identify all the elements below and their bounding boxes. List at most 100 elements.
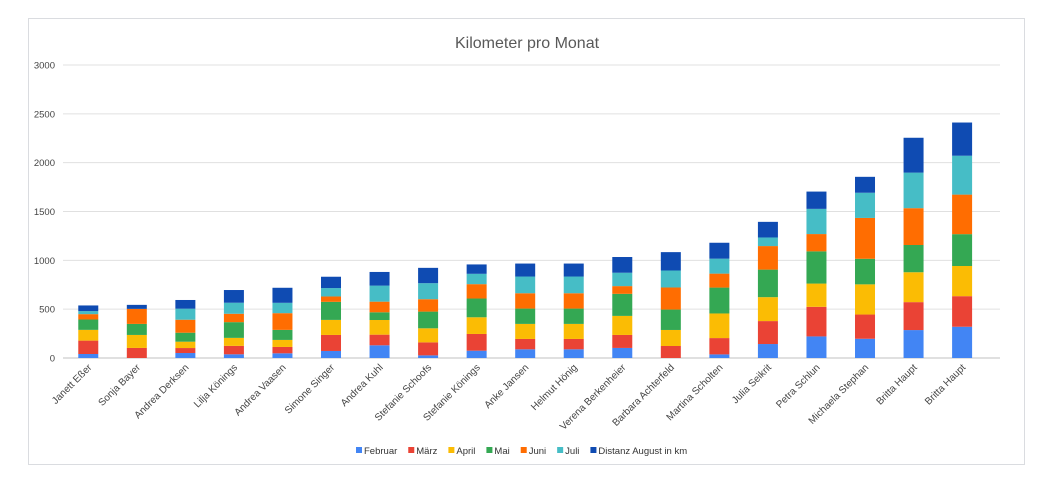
bar-segment-märz xyxy=(757,321,778,345)
bar-segment-juni xyxy=(223,313,244,323)
bar-segment-mai xyxy=(369,312,390,321)
bar-segment-februar xyxy=(855,338,876,358)
bar-segment-mai xyxy=(515,308,536,324)
bar-segment-distanz-august-in-km xyxy=(223,290,244,303)
bar-segment-juni xyxy=(563,293,584,309)
bar-segment-märz xyxy=(855,314,876,339)
x-tick-label: Anke Jansen xyxy=(483,362,532,411)
bar-segment-februar xyxy=(369,345,390,358)
bar-segment-april xyxy=(175,341,196,349)
bar-segment-april xyxy=(78,329,99,341)
bar-segment-distanz-august-in-km xyxy=(272,287,293,303)
bar-segment-april xyxy=(806,283,827,307)
legend: Februar März April Mai Juni Juli Distanz Augus… xyxy=(356,446,687,457)
bar-segment-mai xyxy=(855,258,876,285)
bar-segment-märz xyxy=(903,302,924,331)
y-tick-label: 0 xyxy=(50,354,55,365)
bar-segment-juni xyxy=(175,319,196,333)
bar-segment-februar xyxy=(466,350,487,358)
bar-segment-april xyxy=(855,284,876,315)
bar-segment-märz xyxy=(78,340,99,354)
bar-segment-april xyxy=(563,323,584,339)
bar-segment-distanz-august-in-km xyxy=(903,137,924,173)
bar-segment-juli xyxy=(709,258,730,274)
bar-segment-juli xyxy=(660,270,681,288)
bar-segment-juli xyxy=(466,273,487,285)
bar-segment-distanz-august-in-km xyxy=(418,267,439,284)
y-tick-label: 1000 xyxy=(34,256,55,267)
bar-segment-juni xyxy=(78,314,99,320)
x-tick-label: Andrea Vaasen xyxy=(233,362,289,418)
bar-segment-juni xyxy=(952,194,973,235)
bar-segment-märz xyxy=(612,334,633,348)
x-tick-label: Britta Haupt xyxy=(875,362,920,407)
bar-segment-april xyxy=(952,265,973,297)
bar-segment-mai xyxy=(175,332,196,342)
legend-label: Februar xyxy=(364,446,397,457)
bar-segment-distanz-august-in-km xyxy=(952,122,973,156)
bar-segment-märz xyxy=(272,346,293,354)
bar-segment-juni xyxy=(466,284,487,299)
y-tick-label: 2000 xyxy=(34,158,55,169)
bar-segment-distanz-august-in-km xyxy=(660,252,681,271)
chart-frame xyxy=(28,18,1025,465)
bar-segment-juli xyxy=(78,311,99,315)
y-tick-label: 3000 xyxy=(34,61,55,72)
bar-segment-mai xyxy=(757,269,778,298)
legend-label: Juni xyxy=(529,446,546,457)
bar-segment-mai xyxy=(126,323,147,335)
bar-segment-april xyxy=(903,272,924,303)
bar-segment-distanz-august-in-km xyxy=(321,276,342,289)
bar-segment-märz xyxy=(563,338,584,350)
legend-swatch xyxy=(408,447,415,453)
bar-segment-mai xyxy=(321,301,342,320)
bar-segment-juni xyxy=(757,246,778,270)
x-tick-label: Britta Haupt xyxy=(923,362,968,407)
bar-segment-distanz-august-in-km xyxy=(855,176,876,193)
bar-segment-juni xyxy=(709,273,730,288)
legend-swatch xyxy=(486,447,493,453)
bar-segment-februar xyxy=(952,326,973,358)
bar-segment-juli xyxy=(855,192,876,218)
bar-segment-juni xyxy=(126,308,147,324)
bar-segment-distanz-august-in-km xyxy=(175,299,196,309)
bar-segment-distanz-august-in-km xyxy=(757,221,778,238)
legend-label: Mai xyxy=(494,446,509,457)
bar-segment-juni xyxy=(660,287,681,310)
bar-segment-april xyxy=(418,328,439,343)
bar-segment-märz xyxy=(369,334,390,346)
bar-segment-februar xyxy=(272,353,293,358)
bar-segment-juli xyxy=(952,155,973,195)
bar-segment-februar xyxy=(806,336,827,358)
bar-segment-distanz-august-in-km xyxy=(709,242,730,259)
x-tick-label: Simone Singer xyxy=(283,362,338,417)
x-tick-label: Lilja Könings xyxy=(192,362,240,410)
bar-segment-juli xyxy=(369,285,390,302)
bar-segment-märz xyxy=(321,334,342,351)
bar-segment-mai xyxy=(612,293,633,316)
bar-segment-distanz-august-in-km xyxy=(466,264,487,274)
bar-segment-februar xyxy=(757,344,778,358)
bar-segment-april xyxy=(272,339,293,347)
bar-segment-juni xyxy=(515,293,536,309)
bar-segment-mai xyxy=(272,329,293,340)
bar-segment-juni xyxy=(612,286,633,294)
bar-segment-februar xyxy=(175,353,196,358)
bar-segment-februar xyxy=(515,349,536,358)
bar-segment-märz xyxy=(466,333,487,351)
bar-segment-juli xyxy=(223,302,244,314)
bar-segment-distanz-august-in-km xyxy=(369,271,390,286)
bar-segment-februar xyxy=(709,354,730,358)
x-tick-label: Petra Schlun xyxy=(774,362,822,410)
bar-segment-februar xyxy=(903,330,924,358)
y-tick-label: 500 xyxy=(39,305,55,316)
y-tick-label: 2500 xyxy=(34,109,55,120)
bar-segment-april xyxy=(223,337,244,346)
bar-segment-juli xyxy=(903,172,924,209)
bar-segment-märz xyxy=(126,347,147,358)
bar-segment-april xyxy=(660,329,681,346)
legend-label: Distanz August in km xyxy=(598,446,687,457)
bar-segment-mai xyxy=(223,322,244,338)
